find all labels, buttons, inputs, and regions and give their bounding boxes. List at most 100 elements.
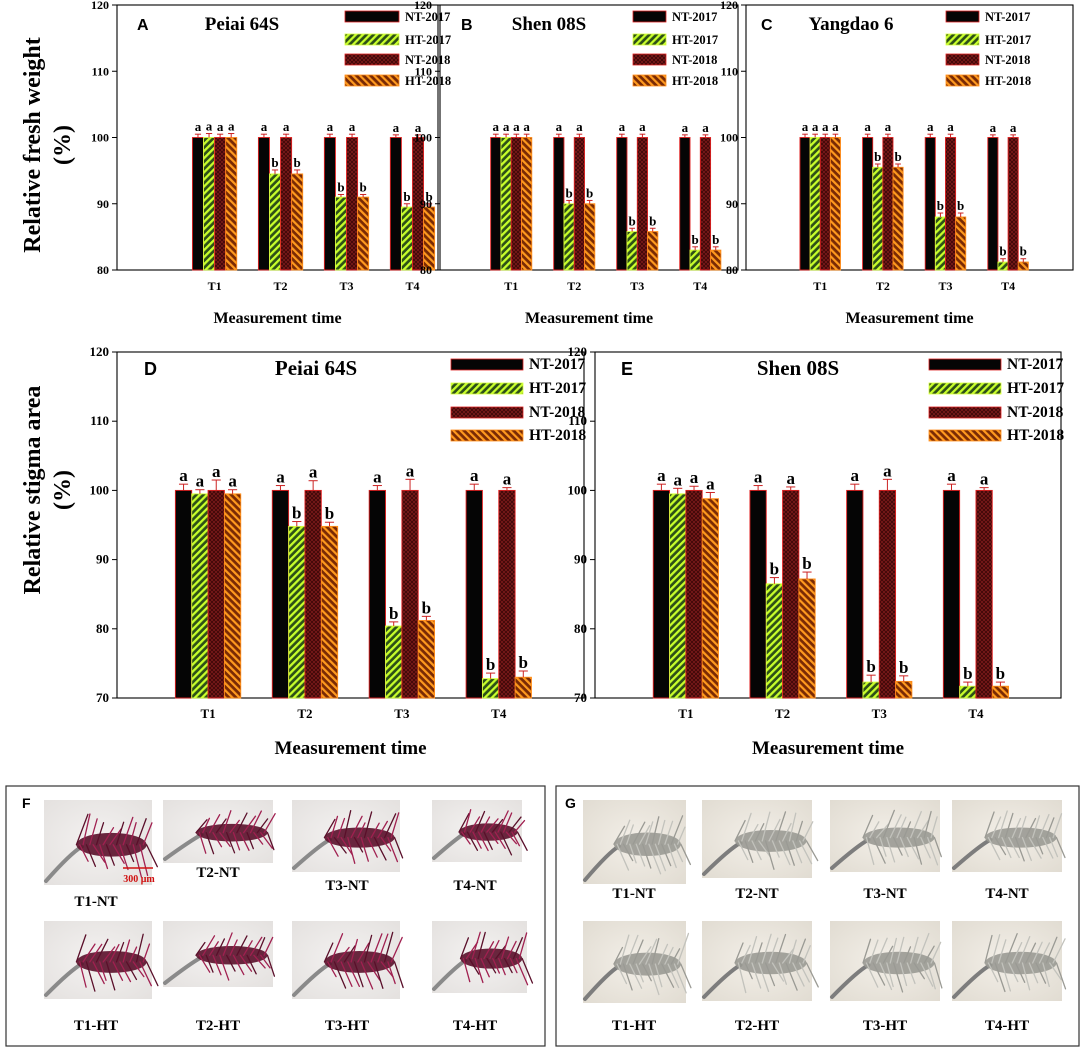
stigma-hair bbox=[263, 936, 274, 956]
stigma-hair bbox=[249, 936, 263, 956]
stigma-hair bbox=[380, 836, 392, 852]
legend-label: NT-2018 bbox=[672, 53, 717, 67]
x-axis-label: Measurement time bbox=[525, 310, 653, 327]
stigma-hair bbox=[232, 954, 245, 976]
stigma-hair bbox=[337, 946, 350, 963]
stigma-hair bbox=[222, 810, 232, 834]
stigma-hair bbox=[119, 961, 132, 983]
photo-label: T1-HT bbox=[612, 1018, 656, 1034]
stigma-hair bbox=[737, 840, 749, 861]
bar bbox=[510, 137, 522, 271]
bar bbox=[257, 137, 270, 271]
stigma-hair bbox=[795, 938, 807, 964]
stigma-hair bbox=[1021, 962, 1031, 991]
stigma-hair bbox=[802, 821, 814, 842]
significance-letter: b bbox=[294, 155, 301, 170]
stigma-hair bbox=[619, 819, 631, 845]
stigma-hair bbox=[477, 931, 486, 960]
y-tick-label: 110 bbox=[90, 413, 109, 428]
stigma-hair bbox=[906, 962, 916, 985]
stigma-hair bbox=[661, 843, 672, 867]
stigma-hair bbox=[393, 836, 404, 859]
stigma-hair bbox=[872, 836, 886, 864]
x-tick-label: T4 bbox=[491, 706, 507, 721]
legend-label: NT-2017 bbox=[405, 10, 450, 24]
stigma-hair bbox=[997, 810, 1008, 839]
stigma-hair bbox=[664, 946, 674, 965]
stigma-hair bbox=[1018, 815, 1027, 839]
bar bbox=[271, 489, 290, 699]
panel-label: G bbox=[565, 795, 576, 811]
stigma-hair bbox=[754, 942, 763, 964]
legend-swatch bbox=[344, 10, 400, 23]
stigma-hair bbox=[619, 934, 630, 965]
bar bbox=[997, 261, 1009, 271]
stigma-hair bbox=[208, 814, 221, 834]
stigma-hair bbox=[984, 934, 993, 964]
stigma-hair bbox=[1001, 962, 1012, 992]
stigma-hair bbox=[872, 962, 886, 986]
stigma-hair bbox=[486, 957, 497, 974]
bar bbox=[225, 137, 238, 271]
stigma-hair bbox=[109, 943, 120, 963]
legend-label: HT-2017 bbox=[1007, 380, 1064, 397]
significance-letter: b bbox=[325, 504, 334, 523]
stigma-hair bbox=[330, 933, 344, 963]
stigma-hair bbox=[657, 943, 669, 965]
stigma-hair bbox=[680, 843, 692, 866]
stigma-hair bbox=[79, 961, 87, 988]
stigma-hair bbox=[1038, 942, 1051, 964]
stigma-body bbox=[863, 951, 935, 975]
x-tick-label: T1 bbox=[504, 279, 518, 293]
bar bbox=[710, 249, 722, 271]
stigma-hair bbox=[383, 813, 397, 839]
stigma-hair bbox=[516, 831, 528, 851]
stigma-hair bbox=[741, 812, 752, 842]
bar bbox=[269, 173, 281, 271]
stigma-hair bbox=[896, 816, 907, 839]
y-tick-label: 120 bbox=[720, 0, 738, 12]
stigma-hair bbox=[333, 961, 347, 989]
plot-frame bbox=[594, 351, 1062, 699]
significance-letter: b bbox=[937, 198, 944, 213]
x-tick-label: T2 bbox=[775, 706, 790, 721]
stigma-hair bbox=[370, 933, 383, 963]
bar bbox=[679, 137, 691, 271]
stigma-hair bbox=[75, 813, 89, 846]
bar bbox=[955, 216, 967, 271]
significance-letter: a bbox=[706, 474, 715, 493]
bar bbox=[862, 681, 880, 699]
significance-letter: a bbox=[980, 470, 989, 489]
stigma-hair bbox=[892, 962, 904, 993]
bar bbox=[892, 166, 904, 271]
x-tick-label: T3 bbox=[630, 279, 644, 293]
stigma-hair bbox=[657, 819, 666, 845]
stigma-hair bbox=[916, 932, 930, 964]
stigma-hair bbox=[616, 843, 630, 871]
stigma-hair bbox=[754, 823, 765, 842]
panel-label: B bbox=[461, 17, 473, 34]
stigma-hair bbox=[677, 826, 686, 845]
stigma-hair bbox=[661, 963, 675, 988]
chart-title: Peiai 64S bbox=[205, 14, 279, 35]
bar bbox=[652, 489, 671, 699]
x-axis-label: Measurement time bbox=[274, 738, 426, 759]
photo-label: T3-HT bbox=[863, 1018, 907, 1034]
stigma-hair bbox=[613, 825, 626, 845]
significance-letter: a bbox=[883, 461, 892, 480]
stigma-hair bbox=[105, 844, 115, 866]
significance-letter: b bbox=[996, 664, 1005, 683]
legend-swatch bbox=[450, 406, 524, 419]
legend-label: NT-2017 bbox=[529, 356, 586, 373]
photo-label: T1-NT bbox=[74, 894, 117, 910]
legend-swatch bbox=[632, 74, 667, 87]
stigma-hair bbox=[741, 944, 751, 964]
photo-frame bbox=[555, 785, 1080, 1047]
bar bbox=[514, 676, 532, 699]
significance-letter: b bbox=[271, 155, 278, 170]
y-tick-label: 80 bbox=[726, 263, 738, 277]
bar bbox=[223, 493, 242, 699]
stigma-hair bbox=[353, 836, 364, 853]
legend-swatch bbox=[344, 53, 400, 66]
stigma-hair bbox=[923, 810, 932, 839]
